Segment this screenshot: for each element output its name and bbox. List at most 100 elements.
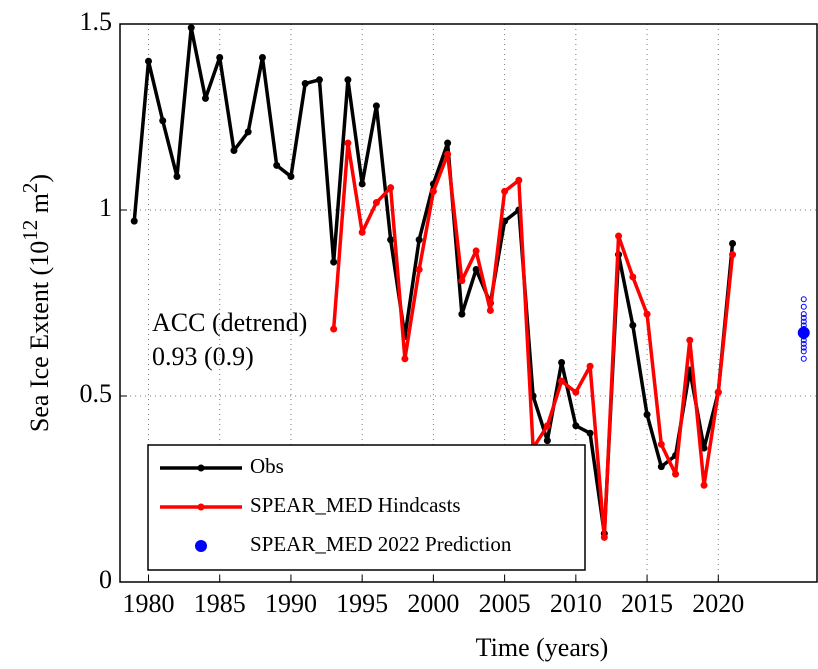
x-tick-label: 1995 <box>336 589 388 618</box>
series-point <box>244 128 252 136</box>
series-point <box>586 362 594 370</box>
legend: Obs SPEAR_MED Hindcasts SPEAR_MED 2022 Pre… <box>147 444 586 571</box>
series-point <box>729 239 737 247</box>
series-point <box>401 355 409 363</box>
legend-label: Obs <box>250 454 284 478</box>
y-label-sup: 2 <box>18 183 42 194</box>
series-point <box>173 173 181 181</box>
ensemble-member <box>800 348 807 355</box>
series-point <box>600 533 608 541</box>
series-point <box>643 411 651 419</box>
ensemble-member <box>800 296 807 303</box>
series-point <box>201 94 209 102</box>
series-point <box>358 228 366 236</box>
x-tick-label: 2020 <box>692 589 744 618</box>
series-point <box>273 161 281 169</box>
series-point <box>700 481 708 489</box>
y-label-part: Sea Ice Extent (10 <box>25 241 54 432</box>
annotation: 0.93 (0.9) <box>152 342 254 371</box>
series-point <box>543 422 551 430</box>
series-point <box>387 236 395 244</box>
series-point <box>686 336 694 344</box>
series-point <box>643 310 651 318</box>
series-point <box>315 76 323 84</box>
y-tick-label: 0.5 <box>80 379 113 408</box>
series-point <box>629 273 637 281</box>
series-point <box>472 247 480 255</box>
series-point <box>372 199 380 207</box>
series-point <box>586 429 594 437</box>
plot-frame <box>119 23 818 583</box>
x-tick-label: 1985 <box>194 589 246 618</box>
annotation: ACC (detrend) <box>152 308 307 337</box>
y-label-part: ) <box>25 174 54 183</box>
series-point <box>572 388 580 396</box>
series-point <box>415 266 423 274</box>
ensemble-member <box>800 355 807 362</box>
series-point <box>458 310 466 318</box>
series-point <box>458 277 466 285</box>
y-tick-label: 1.5 <box>80 7 113 36</box>
y-tick-label: 0 <box>99 565 112 594</box>
series-point <box>387 184 395 192</box>
series-point <box>729 251 737 259</box>
prediction-point <box>797 326 810 339</box>
x-tick-label: 2000 <box>407 589 459 618</box>
legend-marker <box>197 503 205 511</box>
series-point <box>358 180 366 188</box>
y-tick-label: 1 <box>99 193 112 222</box>
series-point <box>558 377 566 385</box>
series-point <box>258 53 266 61</box>
x-tick-label: 1980 <box>122 589 174 618</box>
series-point <box>429 187 437 195</box>
series-point <box>672 470 680 478</box>
ensemble-member <box>800 311 807 318</box>
series-point <box>216 53 224 61</box>
series-point <box>130 217 138 225</box>
series-point <box>144 57 152 65</box>
series-point <box>629 321 637 329</box>
legend-label: SPEAR_MED 2022 Prediction <box>250 532 512 556</box>
x-tick-label: 2005 <box>479 589 531 618</box>
series-point <box>657 463 665 471</box>
series-point <box>444 139 452 147</box>
y-axis-label: Sea Ice Extent (1012 m2) <box>18 174 54 432</box>
series-point <box>187 24 195 32</box>
series-point <box>657 440 665 448</box>
ensemble-member <box>800 344 807 351</box>
legend-marker <box>197 464 205 472</box>
ensemble-member <box>800 318 807 325</box>
x-axis-label: Time (years) <box>476 633 609 662</box>
series-point <box>486 306 494 314</box>
legend-label: SPEAR_MED Hindcasts <box>250 493 461 517</box>
ensemble-member <box>800 303 807 310</box>
series-point <box>572 422 580 430</box>
series-point <box>444 150 452 158</box>
series-point <box>230 146 238 154</box>
series-point <box>344 76 352 84</box>
series-point <box>558 359 566 367</box>
series-point <box>330 325 338 333</box>
series-point <box>415 236 423 244</box>
ensemble-member <box>800 340 807 347</box>
series-point <box>301 80 309 88</box>
series-point <box>501 187 509 195</box>
x-tick-label: 2010 <box>550 589 602 618</box>
series-point <box>372 102 380 110</box>
ensemble-member <box>800 314 807 321</box>
series-point <box>472 266 480 274</box>
series-point <box>714 388 722 396</box>
series-point <box>615 232 623 240</box>
x-tick-label: 1990 <box>265 589 317 618</box>
series-point <box>515 176 523 184</box>
series-point <box>543 437 551 445</box>
series-point <box>344 139 352 147</box>
y-label-sup: 12 <box>18 220 42 241</box>
legend-marker <box>195 540 207 552</box>
x-tick-label: 2015 <box>621 589 673 618</box>
series-point <box>159 117 167 125</box>
series-point <box>330 258 338 266</box>
series-point <box>287 173 295 181</box>
y-label-part: m <box>25 193 54 220</box>
